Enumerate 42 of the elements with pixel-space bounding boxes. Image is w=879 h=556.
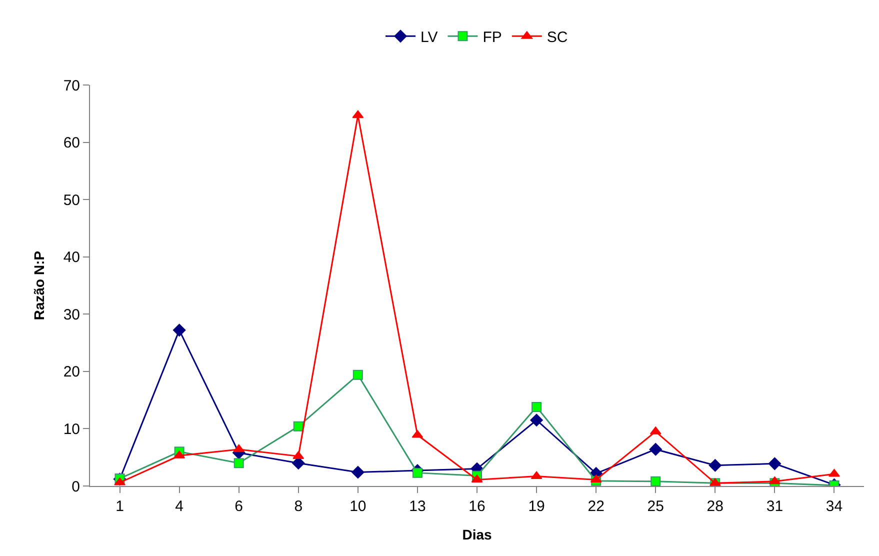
y-tick-label: 60 [63, 134, 80, 152]
x-tick-label: 1 [116, 498, 124, 515]
x-tick-label: 19 [528, 498, 545, 515]
point [352, 370, 363, 380]
x-tick-label: 8 [294, 498, 303, 515]
point [234, 458, 244, 468]
x-tick-label: 4 [175, 498, 184, 515]
legend-label: SC [546, 29, 568, 46]
point [530, 414, 543, 426]
x-tick-label: 34 [826, 498, 843, 515]
point [412, 468, 422, 478]
y-tick-label: 30 [63, 306, 80, 324]
x-tick-label: 31 [766, 498, 784, 515]
x-tick-label: 6 [234, 498, 244, 515]
point [708, 459, 722, 472]
point [768, 457, 782, 470]
x-tick-label: 28 [706, 498, 724, 515]
y-tick-label: 20 [63, 364, 80, 381]
x-tick-label: 16 [468, 498, 486, 515]
y-tick-label: 70 [63, 77, 80, 94]
point [293, 421, 304, 432]
y-tick-label: 40 [63, 249, 80, 266]
point [352, 466, 364, 479]
legend-label: LV [420, 29, 438, 46]
point [650, 476, 661, 486]
point [530, 471, 542, 480]
point [649, 442, 662, 456]
x-axis-title: Dias [462, 526, 492, 542]
x-tick-label: 10 [350, 498, 366, 515]
x-tick-label: 25 [647, 498, 664, 515]
x-tick-label: 13 [409, 498, 426, 515]
point [172, 324, 186, 337]
y-tick-label: 10 [63, 420, 80, 438]
point [532, 402, 542, 412]
y-tick-label: 50 [63, 192, 80, 209]
x-tick-label: 22 [588, 498, 604, 515]
legend-label: FP [482, 29, 502, 46]
point [352, 110, 364, 118]
point [233, 444, 245, 452]
point [828, 468, 840, 477]
y-axis-title: Razão N:P [30, 250, 47, 320]
y-tick-label: 0 [72, 478, 80, 496]
